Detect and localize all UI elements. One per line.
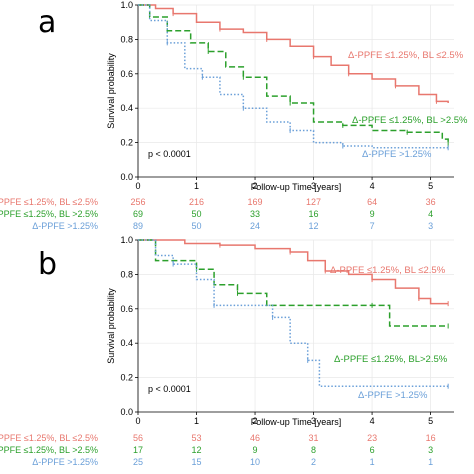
x-tick-label: 2 [253, 416, 258, 426]
risk-count: 256 [130, 197, 145, 207]
series-label: Δ-PPFE ≤1.25%, BL>2.5% [334, 354, 448, 365]
y-tick-label: 0.0 [120, 407, 133, 417]
risk-count: 1 [370, 457, 375, 467]
series-label: Δ-PPFE ≤1.25%, BL ≤2.5% [348, 50, 464, 61]
panel-letter: b [38, 247, 57, 282]
x-tick-label: 0 [135, 181, 140, 191]
risk-table-label: Δ-PPFE ≤1.25%, BL ≤2.5% [0, 197, 98, 207]
risk-count: 33 [250, 209, 260, 219]
p-value-annotation: p < 0.0001 [148, 149, 191, 159]
x-axis-title: Follow-up Time [years] [251, 182, 342, 192]
risk-count: 6 [370, 445, 375, 455]
series-label: Δ-PPFE ≤1.25%, BL ≤2.5% [330, 265, 446, 276]
y-tick-label: 0.2 [120, 138, 133, 148]
p-value-annotation: p < 0.0001 [148, 384, 191, 394]
y-tick-label: 1.0 [120, 235, 133, 245]
risk-count: 3 [428, 445, 433, 455]
risk-table-label: Δ-PPFE ≤1.25%, BL ≤2.5% [0, 433, 98, 443]
risk-count: 53 [192, 433, 202, 443]
x-tick-label: 2 [253, 181, 258, 191]
risk-count: 23 [367, 433, 377, 443]
risk-count: 3 [428, 221, 433, 231]
risk-count: 10 [250, 457, 260, 467]
risk-count: 12 [192, 445, 202, 455]
risk-count: 216 [189, 197, 204, 207]
risk-count: 25 [133, 457, 143, 467]
survival-curve [138, 4, 449, 145]
y-tick-label: 1.0 [120, 0, 133, 10]
x-axis-title: Follow-up Time [years] [251, 417, 342, 427]
risk-count: 169 [248, 197, 263, 207]
risk-count: 24 [250, 221, 260, 231]
risk-count: 64 [367, 197, 377, 207]
risk-count: 56 [133, 433, 143, 443]
risk-table-label: Δ-PPFE >1.25% [32, 457, 98, 467]
risk-count: 4 [428, 209, 433, 219]
risk-count: 69 [133, 209, 143, 219]
x-tick-label: 0 [135, 416, 140, 426]
y-tick-label: 0.6 [120, 69, 133, 79]
survival-curve [138, 239, 449, 387]
risk-count: 2 [311, 457, 316, 467]
x-tick-label: 3 [311, 416, 316, 426]
risk-table-label: Δ-PPFE ≤1.25%, BL >2.5% [0, 445, 98, 455]
survival-curve [138, 4, 449, 104]
x-tick-label: 1 [194, 416, 199, 426]
y-tick-label: 0.6 [120, 304, 133, 314]
risk-count: 17 [133, 445, 143, 455]
risk-count: 36 [426, 197, 436, 207]
survival-curve [138, 239, 449, 327]
series-label: Δ-PPFE >1.25% [358, 390, 428, 401]
risk-count: 15 [192, 457, 202, 467]
y-tick-label: 0.4 [120, 103, 133, 113]
risk-table-label: Δ-PPFE ≤1.25%, BL >2.5% [0, 209, 98, 219]
risk-count: 9 [370, 209, 375, 219]
x-tick-label: 4 [370, 181, 375, 191]
risk-count: 50 [192, 221, 202, 231]
risk-count: 1 [428, 457, 433, 467]
x-tick-label: 1 [194, 181, 199, 191]
risk-count: 16 [309, 209, 319, 219]
y-tick-label: 0.8 [120, 34, 133, 44]
plot-area [138, 240, 454, 412]
risk-table-label: Δ-PPFE >1.25% [32, 221, 98, 231]
risk-count: 9 [253, 445, 258, 455]
y-axis-title: Survival probability [106, 288, 116, 364]
y-tick-label: 0.4 [120, 338, 133, 348]
panel-letter: a [38, 5, 56, 40]
y-tick-label: 0.0 [120, 172, 133, 182]
series-label: Δ-PPFE >1.25% [362, 149, 432, 160]
risk-count: 7 [370, 221, 375, 231]
risk-count: 16 [426, 433, 436, 443]
risk-count: 127 [306, 197, 321, 207]
x-tick-label: 4 [370, 416, 375, 426]
risk-count: 89 [133, 221, 143, 231]
survival-curve [138, 4, 449, 149]
x-tick-label: 5 [428, 181, 433, 191]
y-tick-label: 0.8 [120, 269, 133, 279]
risk-count: 8 [311, 445, 316, 455]
risk-count: 12 [309, 221, 319, 231]
risk-count: 50 [192, 209, 202, 219]
x-tick-label: 3 [311, 181, 316, 191]
risk-count: 31 [309, 433, 319, 443]
risk-count: 46 [250, 433, 260, 443]
y-axis-title: Survival probability [106, 53, 116, 129]
x-tick-label: 5 [428, 416, 433, 426]
series-label: Δ-PPFE ≤1.25%, BL >2.5% [352, 115, 468, 126]
y-tick-label: 0.2 [120, 373, 133, 383]
